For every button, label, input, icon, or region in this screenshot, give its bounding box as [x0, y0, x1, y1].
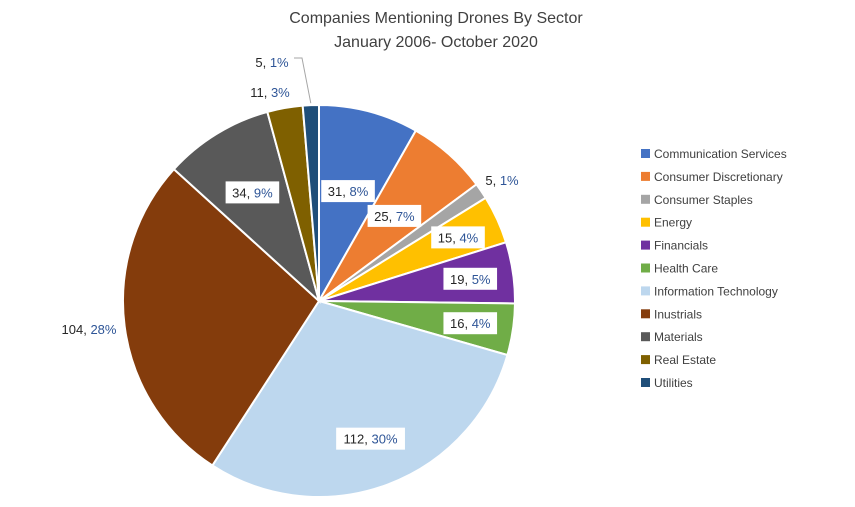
slices	[122, 103, 516, 498]
svg-text:112, 30%: 112, 30%	[344, 432, 398, 447]
data-label-utilities: 5, 1%	[255, 55, 312, 104]
legend-swatch	[641, 355, 650, 365]
data-label-energy: 15, 4%	[431, 226, 485, 249]
chart-title: Companies Mentioning Drones By Sector	[289, 10, 583, 27]
svg-text:19, 5%: 19, 5%	[450, 272, 491, 287]
legend-label: Real Estate	[654, 353, 716, 367]
legend-item-communication-services: Communication Services	[641, 147, 787, 161]
legend-label: Financials	[654, 239, 708, 253]
legend-swatch	[641, 263, 650, 273]
legend-swatch	[641, 217, 650, 227]
legend-label: Inustrials	[654, 307, 702, 321]
legend-label: Consumer Staples	[654, 193, 753, 207]
data-label-real-estate: 11, 3%	[250, 85, 290, 100]
slice-communication-services	[318, 103, 418, 305]
legend-label: Utilities	[654, 376, 693, 390]
legend-item-consumer-discretionary: Consumer Discretionary	[641, 170, 783, 184]
slice-inustrials	[122, 167, 321, 467]
legend-swatch	[641, 149, 650, 158]
data-label-materials: 34, 9%	[225, 181, 280, 204]
legend-item-financials: Financials	[641, 239, 708, 253]
legend-swatch	[641, 309, 650, 319]
legend-label: Energy	[654, 216, 692, 230]
data-label-health-care: 16, 4%	[443, 312, 498, 335]
legend-swatch	[641, 171, 650, 181]
svg-text:11, 3%: 11, 3%	[250, 85, 290, 100]
svg-text:25, 7%: 25, 7%	[374, 209, 415, 224]
svg-text:16, 4%: 16, 4%	[450, 316, 491, 331]
slice-utilities	[301, 103, 320, 302]
legend-item-materials: Materials	[641, 330, 703, 344]
svg-text:5, 1%: 5, 1%	[485, 173, 519, 188]
data-label-financials: 19, 5%	[443, 267, 498, 290]
svg-text:31, 8%: 31, 8%	[328, 184, 369, 199]
legend-item-utilities: Utilities	[641, 376, 693, 390]
legend-item-consumer-staples: Consumer Staples	[641, 193, 753, 207]
svg-text:15, 4%: 15, 4%	[438, 230, 479, 245]
legend-item-information-technology: Information Technology	[641, 284, 778, 298]
svg-text:104, 28%: 104, 28%	[62, 322, 117, 337]
legend-swatch	[641, 378, 650, 387]
legend-item-inustrials: Inustrials	[641, 307, 702, 321]
legend-item-health-care: Health Care	[641, 262, 718, 276]
slice-materials	[172, 110, 321, 305]
data-label-information-technology: 112, 30%	[336, 427, 405, 450]
data-label-communication-services: 31, 8%	[321, 180, 375, 203]
legend-label: Information Technology	[654, 284, 778, 298]
data-label-consumer-discretionary: 25, 7%	[367, 204, 422, 227]
data-labels: 31, 8% 25, 7% 5, 1% 15, 4% 19, 5% 16, 4% 112, …	[62, 55, 519, 450]
legend-swatch	[641, 286, 650, 296]
legend-swatch	[641, 240, 650, 250]
legend-swatch	[641, 194, 650, 204]
legend-label: Health Care	[654, 262, 718, 276]
slice-information-technology	[211, 299, 509, 498]
legend-item-energy: Energy	[641, 216, 692, 230]
legend-label: Consumer Discretionary	[654, 170, 783, 184]
legend-item-real-estate: Real Estate	[641, 353, 716, 367]
legend: Communication Services Consumer Discretio…	[641, 147, 787, 390]
legend-swatch	[641, 332, 650, 342]
chart-subtitle: January 2006- October 2020	[334, 34, 538, 51]
legend-label: Materials	[654, 330, 703, 344]
data-label-consumer-staples: 5, 1%	[485, 173, 519, 188]
svg-text:34, 9%: 34, 9%	[232, 185, 273, 200]
legend-label: Communication Services	[654, 147, 787, 161]
svg-text:5, 1%: 5, 1%	[255, 55, 289, 70]
data-label-inustrials: 104, 28%	[62, 322, 117, 337]
